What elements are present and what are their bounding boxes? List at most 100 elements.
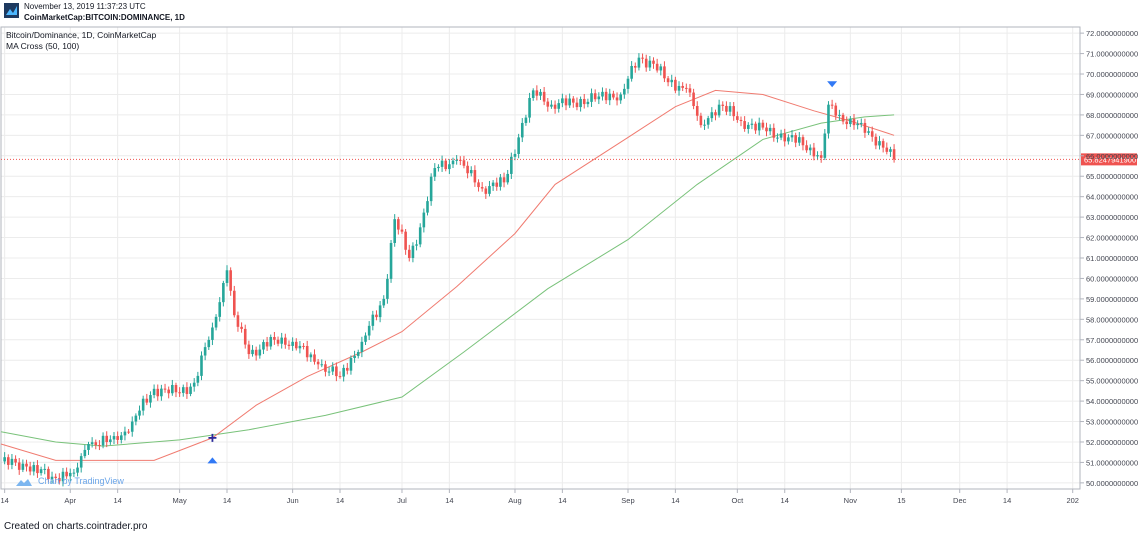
candle-body [130, 421, 134, 432]
candle [695, 101, 699, 121]
candle-body [185, 387, 189, 394]
candle-body [480, 187, 484, 189]
candle [112, 432, 116, 445]
legend-indicator: MA Cross (50, 100) [6, 41, 79, 51]
candle-body [415, 244, 418, 246]
candle [849, 116, 852, 127]
candle [608, 88, 612, 106]
candle [364, 332, 367, 345]
candle [637, 53, 641, 71]
watermark-text[interactable]: Chart by TradingView [38, 476, 124, 486]
candle-body [717, 104, 721, 116]
candle [477, 179, 480, 192]
candle-body [171, 384, 174, 394]
candle-body [874, 136, 878, 146]
candle-body [838, 114, 841, 116]
candle-body [750, 123, 754, 125]
candle [685, 83, 688, 93]
candle [892, 144, 896, 163]
candle [524, 114, 528, 126]
candle [859, 118, 863, 128]
candle [54, 473, 57, 483]
x-tick-label: May [173, 496, 187, 505]
candle [203, 342, 207, 361]
candle [189, 383, 192, 397]
candle [240, 322, 243, 333]
candle [448, 159, 451, 175]
y-tick-label: 71.0000000000 [1086, 50, 1138, 59]
candle [127, 428, 130, 434]
candle [411, 242, 415, 263]
candle [324, 360, 327, 377]
candle-body [816, 155, 819, 157]
snapshot-timestamp: November 13, 2019 11:37:23 UTC [24, 2, 146, 11]
candle-body [229, 270, 232, 291]
candle-body [160, 388, 163, 397]
last-price-label: 65.8247941900 [1084, 155, 1136, 164]
candle [597, 92, 601, 105]
price-chart[interactable]: 65.8247941900 72.0000000000 71.0000000000… [0, 26, 1140, 516]
candle [353, 350, 356, 363]
y-tick-label: 51.0000000000 [1086, 458, 1138, 467]
candle-body [433, 168, 437, 177]
candle [397, 216, 400, 235]
candle-body [491, 182, 495, 187]
candle [415, 239, 418, 251]
candle-body [353, 355, 356, 359]
candle-body [331, 366, 335, 372]
cloud-icon [16, 479, 32, 486]
candle [94, 439, 98, 450]
candle [21, 459, 25, 473]
sell-signal-arrow [827, 81, 838, 88]
candle-body [342, 367, 345, 377]
candle [152, 384, 156, 399]
candle-body [214, 316, 218, 328]
candle [342, 364, 345, 382]
candle [776, 133, 779, 143]
candle-body [688, 88, 692, 93]
candle-body [397, 219, 400, 230]
candle-body [706, 118, 710, 125]
candle-body [834, 105, 838, 116]
candle [243, 324, 247, 349]
candle [284, 333, 287, 349]
candle [174, 382, 178, 398]
candle [619, 92, 622, 104]
candle [10, 453, 14, 470]
candle-body [109, 439, 112, 443]
candle [714, 109, 717, 121]
candle-body [3, 457, 6, 462]
candle-body [535, 90, 539, 96]
candle-body [72, 472, 76, 474]
candle [171, 379, 174, 396]
candle [502, 172, 506, 188]
candle-body [721, 104, 725, 106]
candle-body [765, 127, 768, 132]
y-tick-label: 62.0000000000 [1086, 234, 1138, 243]
candle-body [568, 98, 571, 106]
candle-body [776, 137, 779, 139]
candle [827, 101, 830, 139]
tradingview-watermark[interactable]: Chart by TradingView [16, 476, 124, 486]
candle [564, 95, 568, 111]
candle-body [531, 90, 535, 98]
candle-body [593, 93, 597, 100]
x-tick-label: 14 [445, 496, 453, 505]
y-tick-label: 63.0000000000 [1086, 213, 1138, 222]
candle-body [10, 458, 14, 465]
candle [229, 267, 232, 296]
candle [889, 146, 892, 157]
candle [688, 83, 692, 98]
candle [181, 384, 185, 397]
candle-body [714, 112, 717, 116]
candle-body [757, 122, 761, 131]
candle-body [867, 131, 870, 133]
candle-body [655, 63, 659, 71]
candle [404, 228, 407, 255]
candle [699, 112, 703, 128]
time-axis: 14 Apr 14 May 14 Jun 14 Jul 14 Aug 14 Sep 14 Oct 14 Nov… [0, 489, 1079, 505]
candle-body [550, 104, 553, 107]
candle-body [513, 153, 517, 157]
candle-body [524, 117, 528, 123]
candle [346, 362, 349, 375]
